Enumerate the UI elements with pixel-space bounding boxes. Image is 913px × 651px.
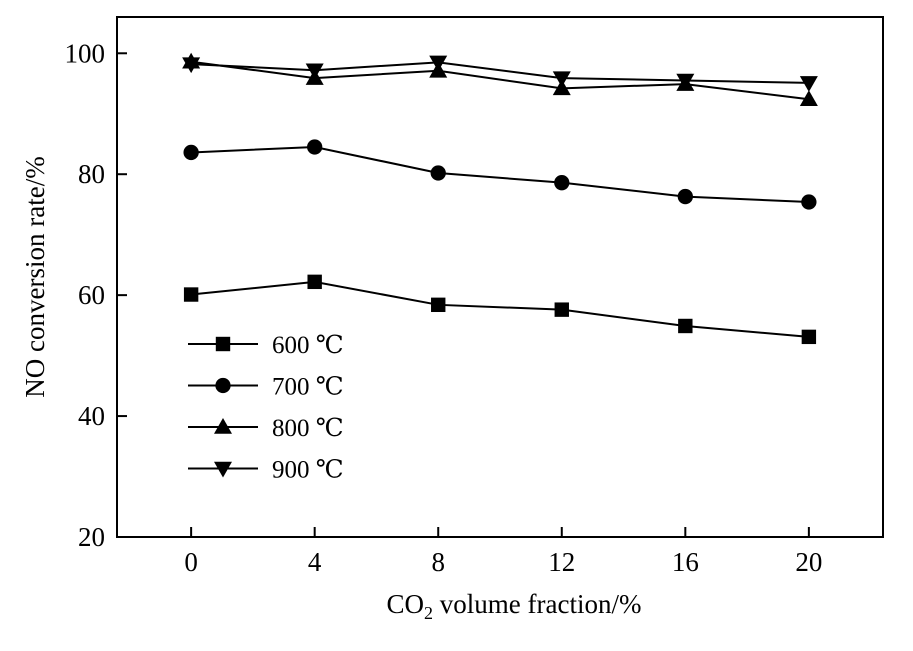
x-axis-label: CO2 volume fraction/% bbox=[387, 589, 642, 623]
data-point bbox=[429, 55, 448, 72]
data-point bbox=[678, 318, 693, 334]
series-4 bbox=[182, 55, 818, 92]
plot-frame bbox=[116, 16, 884, 538]
series-line bbox=[191, 61, 809, 84]
data-point bbox=[799, 90, 818, 106]
data-point bbox=[183, 287, 199, 302]
data-point bbox=[307, 274, 322, 290]
legend: 600 ℃ 700 ℃ 800 ℃ 900 ℃ bbox=[188, 332, 344, 484]
series-layer bbox=[182, 52, 818, 345]
legend-marker bbox=[214, 418, 232, 434]
data-point bbox=[554, 175, 570, 191]
data-point bbox=[801, 329, 817, 345]
legend-item: 700 ℃ bbox=[188, 374, 344, 401]
legend-label: 600 ℃ bbox=[272, 332, 344, 359]
x-tick-label: 16 bbox=[672, 547, 699, 577]
y-axis: 20 40 60 80 100 bbox=[65, 38, 127, 552]
legend-marker bbox=[215, 336, 231, 352]
legend-label: 900 ℃ bbox=[272, 457, 344, 484]
x-tick-label: 20 bbox=[795, 547, 822, 577]
y-tick-label: 80 bbox=[78, 159, 105, 189]
data-point bbox=[307, 139, 323, 155]
x-axis: 0 4 8 12 16 20 bbox=[184, 527, 822, 577]
x-tick-label: 0 bbox=[184, 547, 198, 577]
data-point bbox=[183, 144, 199, 161]
data-point bbox=[799, 76, 818, 92]
y-axis-label: NO conversion rate/% bbox=[20, 156, 50, 397]
series-line bbox=[190, 60, 809, 101]
data-point bbox=[305, 63, 324, 80]
data-point bbox=[552, 71, 571, 88]
x-tick-label: 4 bbox=[308, 547, 322, 577]
data-point bbox=[676, 73, 695, 90]
legend-label: 800 ℃ bbox=[272, 415, 344, 442]
x-tick-label: 12 bbox=[548, 547, 575, 577]
data-point bbox=[554, 302, 569, 317]
data-point bbox=[552, 79, 571, 96]
series-line bbox=[191, 280, 809, 338]
y-tick-label: 40 bbox=[78, 401, 105, 431]
legend-marker bbox=[214, 461, 232, 478]
y-tick-label: 100 bbox=[65, 38, 106, 68]
series-2 bbox=[183, 139, 817, 210]
data-point bbox=[430, 165, 446, 181]
series-line bbox=[191, 145, 809, 204]
legend-item: 600 ℃ bbox=[188, 332, 344, 359]
data-point bbox=[801, 194, 817, 210]
legend-item: 800 ℃ bbox=[188, 415, 344, 442]
legend-label: 700 ℃ bbox=[272, 374, 344, 401]
x-tick-label: 8 bbox=[431, 547, 445, 577]
y-tick-label: 20 bbox=[78, 522, 105, 552]
series-3 bbox=[182, 52, 818, 106]
series-1 bbox=[183, 274, 817, 345]
legend-item: 900 ℃ bbox=[188, 457, 344, 484]
data-point bbox=[182, 57, 201, 74]
legend-marker bbox=[215, 377, 231, 394]
data-point bbox=[677, 188, 693, 205]
y-tick-label: 60 bbox=[78, 280, 105, 310]
data-point bbox=[431, 297, 446, 313]
